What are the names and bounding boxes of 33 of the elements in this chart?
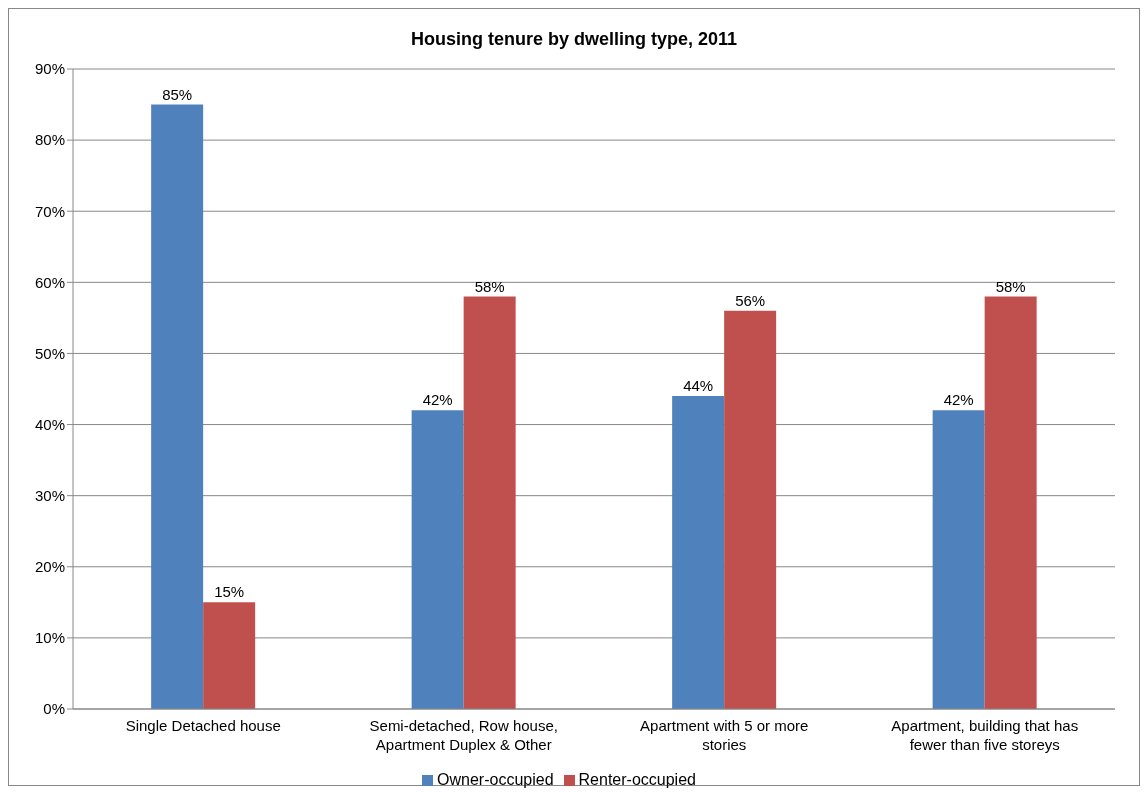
data-label: 85%: [162, 85, 193, 103]
x-tick-label: Apartment, building that has fewer than five storeys: [891, 717, 1079, 753]
legend-label: Owner-occupied: [437, 771, 554, 788]
data-label: 44%: [683, 377, 714, 395]
y-tick-label: 70%: [34, 202, 65, 220]
y-tick-label: 0%: [43, 700, 65, 718]
x-tick-label: Apartment with 5 or more stories: [640, 717, 809, 753]
data-label: 56%: [735, 291, 766, 309]
x-tick-label: Semi-detached, Row house, Apartment Duplex & Other: [369, 717, 558, 753]
y-tick-label: 40%: [34, 415, 65, 433]
bar: [151, 104, 204, 709]
data-label: 42%: [422, 391, 453, 409]
y-tick-label: 50%: [34, 344, 65, 362]
data-label: 58%: [474, 277, 505, 295]
data-label: 15%: [214, 583, 245, 601]
y-tick-label: 90%: [34, 60, 65, 78]
y-tick-label: 30%: [34, 486, 65, 504]
data-label: 58%: [995, 277, 1026, 295]
y-tick-label: 20%: [34, 558, 65, 576]
bar: [724, 310, 777, 709]
legend-label: Renter-occupied: [578, 771, 696, 788]
bar: [984, 296, 1037, 709]
bar: [932, 410, 985, 709]
y-tick-label: 10%: [34, 629, 65, 647]
x-tick-label: Single Detached house: [125, 717, 281, 734]
data-label: 42%: [943, 391, 974, 409]
chart-title: Housing tenure by dwelling type, 2011: [409, 28, 739, 51]
bar: [203, 602, 256, 709]
bar: [411, 410, 464, 709]
y-tick-label: 60%: [34, 273, 65, 291]
y-tick-label: 80%: [34, 131, 65, 149]
bar: [672, 396, 725, 709]
bar: [463, 296, 516, 709]
